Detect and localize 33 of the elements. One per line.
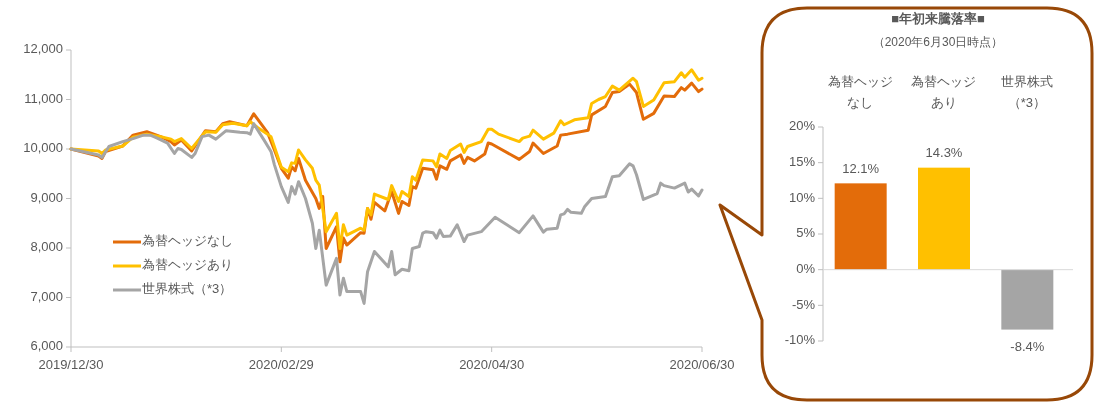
x-tick-label: 為替ヘッジあり <box>910 73 977 112</box>
y-tick-label: 20% <box>788 118 816 134</box>
x-tick-label: 2020/02/29 <box>248 357 314 373</box>
data-label: 12.1% <box>842 160 880 176</box>
y-tick-label: 12,000 <box>23 41 63 57</box>
y-tick-label: 11,000 <box>24 90 63 106</box>
chart-subtitle: （2020年6月30日時点） <box>872 35 1004 50</box>
y-tick-label: 10,000 <box>23 140 63 156</box>
legend-label: 為替ヘッジあり <box>142 257 233 273</box>
x-tick-label: 為替ヘッジなし <box>826 73 894 112</box>
y-tick-label: 15% <box>788 154 816 170</box>
y-tick-label: -5% <box>791 296 816 312</box>
x-tick-label: 世界株式（*3） <box>999 73 1054 112</box>
data-label: -8.4% <box>1010 339 1045 355</box>
y-tick-label: 8,000 <box>30 239 63 255</box>
y-tick-label: 10% <box>788 189 816 205</box>
y-tick-label: 9,000 <box>30 189 63 205</box>
x-tick-label: 2020/06/30 <box>669 357 735 373</box>
y-tick-label: -10% <box>784 332 816 348</box>
y-tick-label: 0% <box>796 261 816 277</box>
bar <box>1001 269 1054 330</box>
x-tick-label: 2020/04/30 <box>459 357 525 373</box>
chart-title: ■年初来騰落率■ <box>891 11 985 27</box>
y-tick-label: 5% <box>796 225 816 241</box>
line-series <box>69 122 704 305</box>
y-tick-label: 6,000 <box>30 338 63 354</box>
bar <box>834 183 887 270</box>
bar <box>918 167 970 270</box>
data-label: 14.3% <box>925 145 963 161</box>
x-tick-label: 2019/12/30 <box>38 357 104 373</box>
legend-label: 世界株式（*3） <box>142 281 233 297</box>
y-tick-label: 7,000 <box>30 288 63 304</box>
legend-label: 為替ヘッジなし <box>142 233 233 249</box>
